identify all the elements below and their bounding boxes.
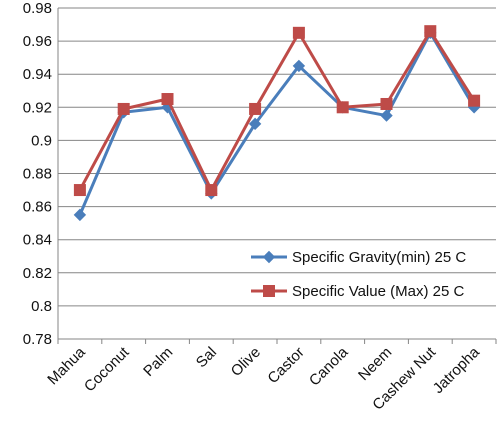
square-marker [380,97,393,110]
square-marker [249,102,262,115]
legend-entry: Specific Value (Max) 25 C [251,283,464,300]
square-marker [424,25,437,38]
x-tick-label: Palm [140,344,176,380]
x-tick-label: Canola [306,343,352,389]
x-tick-label: Sal [193,344,220,371]
y-tick-label: 0.92 [23,99,52,116]
y-tick-label: 0.98 [23,0,52,17]
square-marker [205,184,218,197]
legend-label: Specific Gravity(min) 25 C [292,249,466,266]
series-2 [73,25,481,197]
y-tick-label: 0.88 [23,166,52,183]
square-marker [336,101,349,114]
axes [57,8,497,344]
diamond-marker [380,109,393,122]
x-tick-label: Coconut [81,343,133,395]
y-tick-label: 0.96 [23,33,52,50]
diamond-marker [248,117,262,131]
x-tick-label: Castor [264,344,307,387]
square-marker [292,26,305,39]
diamond-marker [73,208,87,222]
x-tick-label: Jatropha [430,343,484,397]
y-tick-label: 0.82 [23,265,52,282]
square-marker [117,102,130,115]
square-marker [73,184,86,197]
series-line [78,31,476,216]
diamond-marker [292,59,306,73]
x-tick-label: Neem [355,344,395,384]
series-lines [73,25,481,222]
y-tick-label: 0.9 [31,132,52,149]
square-marker [161,93,174,106]
legend-entry: Specific Gravity(min) 25 C [251,249,466,266]
series-line [78,29,476,192]
y-tick-label: 0.94 [23,66,52,83]
y-tick-label: 0.8 [31,298,52,315]
y-tick-label: 0.86 [23,199,52,216]
series-1 [73,26,481,222]
legend: Specific Gravity(min) 25 C Specific Value… [251,249,466,300]
x-tick-label: Olive [228,344,264,380]
legend-square-marker [263,285,275,297]
y-tick-labels: 0.78 0.8 0.82 0.84 0.86 0.88 0.9 0.92 0.94 0.96 0.… [23,0,52,348]
legend-label: Specific Value (Max) 25 C [292,283,464,300]
square-marker [468,94,481,107]
legend-diamond-marker [262,250,276,264]
y-tick-label: 0.84 [23,232,52,249]
y-tick-label: 0.78 [23,331,52,348]
